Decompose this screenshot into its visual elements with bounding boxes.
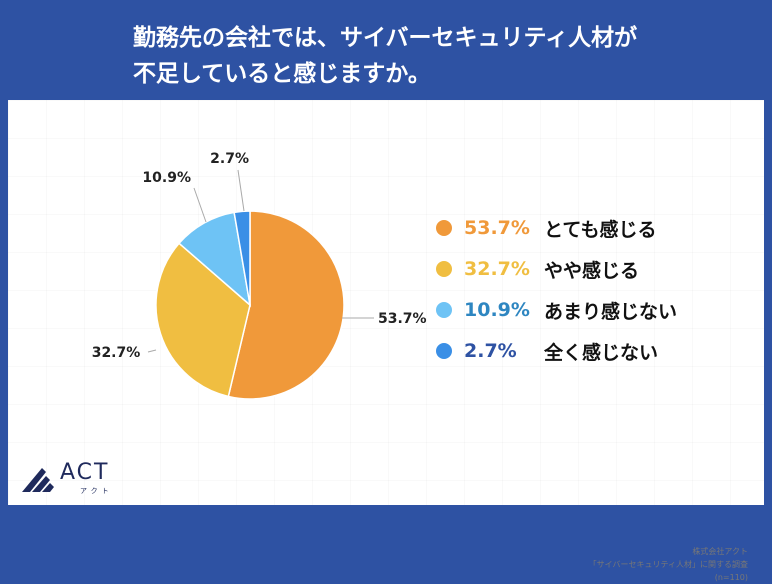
- leader-line: [193, 187, 207, 223]
- infographic-frame: 勤務先の会社では、サイバーセキュリティ人材が 不足していると感じますか。 53.…: [8, 20, 764, 582]
- legend-swatch: [436, 220, 452, 236]
- leader-line: [147, 349, 157, 353]
- source-footnote: 株式会社アクト 「サイバーセキュリティ人材」に関する調査 (n=110): [589, 545, 748, 584]
- title-line-2: 不足していると感じますか。: [133, 61, 431, 87]
- legend-swatch: [436, 343, 452, 359]
- footnote-survey: 「サイバーセキュリティ人材」に関する調査: [588, 560, 748, 569]
- act-logo: ACT アクト: [20, 460, 120, 502]
- legend-label: 全く感じない: [544, 341, 659, 364]
- legend-item: 2.7% 全く感じない: [436, 336, 658, 366]
- title-line-1: 勤務先の会社では、サイバーセキュリティ人材が: [133, 25, 638, 51]
- chart-title: 勤務先の会社では、サイバーセキュリティ人材が 不足していると感じますか。: [133, 20, 637, 92]
- legend-item: 53.7% とても感じる: [436, 213, 656, 243]
- legend-percent: 2.7%: [464, 340, 517, 362]
- footnote-company: 株式会社アクト: [692, 547, 748, 556]
- logo-mark-icon: [22, 468, 54, 492]
- logo-subtext: アクト: [80, 487, 113, 495]
- slice-data-label: 2.7%: [210, 151, 249, 167]
- legend-swatch: [436, 302, 452, 318]
- legend-percent: 32.7%: [464, 258, 530, 280]
- legend-label: とても感じる: [544, 218, 657, 241]
- pie-slice: [233, 210, 251, 306]
- footnote-sample-size: (n=110): [714, 573, 748, 582]
- slice-data-label: 32.7%: [92, 345, 141, 361]
- card-grid-background: [8, 100, 764, 505]
- legend-item: 32.7% やや感じる: [436, 254, 639, 284]
- legend-percent: 10.9%: [464, 299, 530, 321]
- slice-data-label: 53.7%: [378, 311, 427, 327]
- legend-swatch: [436, 261, 452, 277]
- pie-slice: [155, 242, 251, 398]
- legend-percent: 53.7%: [464, 217, 530, 239]
- legend-label: やや感じる: [544, 259, 640, 282]
- pie-chart: 53.7% 32.7% 10.9% 2.7%: [92, 151, 427, 400]
- logo-text: ACT: [60, 460, 110, 485]
- legend-item: 10.9% あまり感じない: [436, 295, 677, 325]
- slice-data-label: 10.9%: [142, 170, 191, 186]
- legend-label: あまり感じない: [544, 300, 678, 323]
- chart-card: 53.7% 32.7% 10.9% 2.7% 53.7% とても感じる 32.7% やや感じ…: [8, 100, 764, 582]
- pie-slice: [227, 210, 345, 400]
- leader-line: [237, 169, 245, 212]
